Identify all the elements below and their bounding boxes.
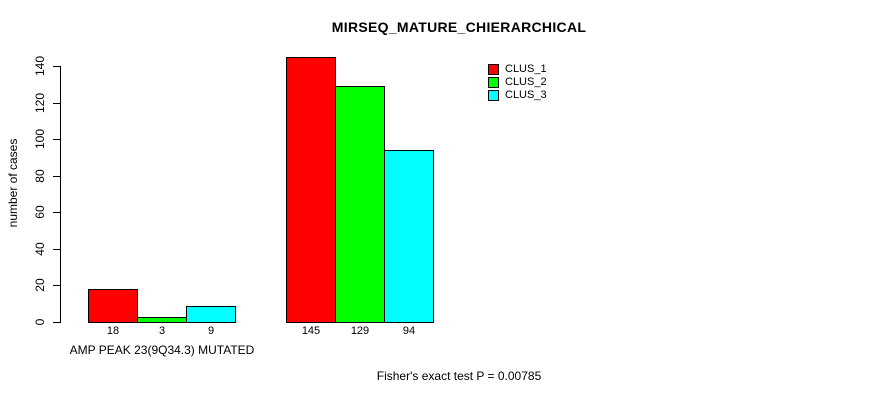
bar-value-label: 3 bbox=[158, 325, 166, 337]
fisher-test-note: Fisher's exact test P = 0.00785 bbox=[376, 369, 542, 383]
bar-value-label: 145 bbox=[301, 325, 321, 337]
y-axis-tick bbox=[53, 285, 60, 286]
bar-value-label: 9 bbox=[207, 325, 215, 337]
legend-item-clus-1: CLUS_1 bbox=[488, 63, 547, 76]
y-axis-tick bbox=[53, 103, 60, 104]
bar-clus_3 bbox=[186, 305, 236, 323]
bar-clus_1 bbox=[88, 289, 138, 323]
bar-clus_1 bbox=[286, 56, 336, 323]
legend-swatch-clus-3-icon bbox=[488, 90, 499, 101]
legend-item-clus-2: CLUS_2 bbox=[488, 76, 547, 89]
y-axis-tick bbox=[53, 176, 60, 177]
chart-title: MIRSEQ_MATURE_CHIERARCHICAL bbox=[331, 19, 587, 35]
bar-clus_3 bbox=[384, 150, 434, 323]
y-axis-tick-label: 40 bbox=[33, 242, 47, 256]
y-axis-tick-label: 60 bbox=[33, 205, 47, 219]
y-axis-tick-label: 80 bbox=[33, 169, 47, 183]
legend-label-clus-1: CLUS_1 bbox=[505, 63, 547, 75]
y-axis-tick bbox=[53, 249, 60, 250]
y-axis-tick bbox=[53, 139, 60, 140]
y-axis-line bbox=[60, 66, 61, 323]
bar-value-label: 18 bbox=[106, 325, 120, 337]
y-axis-tick bbox=[53, 212, 60, 213]
bar-clus_2 bbox=[335, 86, 385, 323]
legend-swatch-clus-1-icon bbox=[488, 64, 499, 75]
y-axis-tick-label: 120 bbox=[33, 92, 47, 114]
y-axis-tick-label: 140 bbox=[33, 55, 47, 77]
legend-label-clus-2: CLUS_2 bbox=[505, 76, 547, 88]
y-axis-tick-label: 100 bbox=[33, 128, 47, 150]
y-axis-tick bbox=[53, 66, 60, 67]
bar-value-label: 129 bbox=[350, 325, 370, 337]
legend-swatch-clus-2-icon bbox=[488, 77, 499, 88]
legend: CLUS_1 CLUS_2 CLUS_3 bbox=[488, 63, 547, 102]
bar-value-label: 94 bbox=[402, 325, 416, 337]
bar-clus_2 bbox=[137, 316, 187, 323]
y-axis-tick bbox=[53, 322, 60, 323]
x-axis-group-label: AMP PEAK 23(9Q34.3) MUTATED bbox=[69, 343, 255, 357]
y-axis-tick-label: 0 bbox=[33, 318, 47, 326]
legend-label-clus-3: CLUS_3 bbox=[505, 89, 547, 101]
y-axis-tick-label: 20 bbox=[33, 278, 47, 292]
y-axis-title: number of cases bbox=[6, 138, 20, 228]
legend-item-clus-3: CLUS_3 bbox=[488, 89, 547, 102]
